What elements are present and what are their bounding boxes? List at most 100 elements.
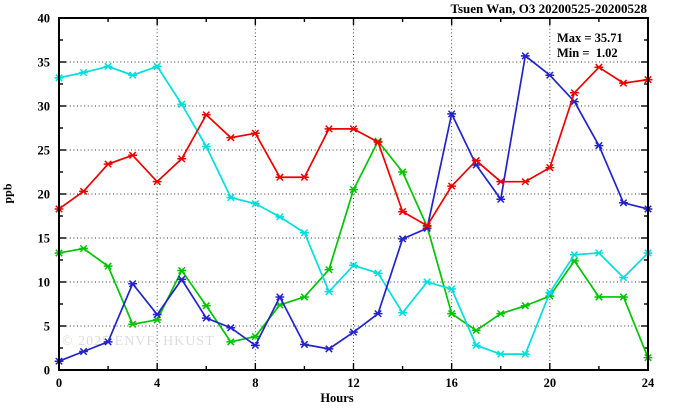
- data-point-marker: [496, 177, 506, 186]
- x-tick-label: 0: [56, 376, 62, 390]
- x-tick-label: 24: [642, 376, 655, 390]
- data-point-marker: [520, 302, 530, 310]
- data-point-marker: [250, 199, 260, 208]
- data-point-marker: [349, 328, 358, 336]
- data-point-marker: [594, 293, 604, 301]
- data-point-marker: [103, 62, 113, 71]
- data-point-marker: [545, 71, 555, 79]
- data-point-marker: [398, 207, 407, 216]
- data-point-marker: [79, 347, 88, 356]
- data-point-marker: [79, 68, 88, 77]
- data-point-marker: [520, 52, 530, 60]
- data-point-marker: [152, 62, 162, 71]
- data-point-marker: [79, 187, 88, 196]
- data-point-marker: [373, 138, 383, 146]
- data-point-marker: [250, 332, 260, 341]
- data-point-marker: [349, 261, 358, 270]
- data-point-marker: [447, 182, 457, 190]
- series-green: [54, 137, 653, 362]
- y-tick-label: 30: [38, 100, 51, 114]
- data-point-marker: [300, 228, 309, 237]
- max-value-label: Max = 35.71: [557, 31, 623, 45]
- data-point-marker: [201, 142, 211, 151]
- y-tick-label: 0: [44, 364, 50, 378]
- stats-box: Max = 35.71 Min = 1.02: [557, 31, 623, 61]
- series-blue: [54, 52, 653, 365]
- data-point-marker: [250, 129, 260, 138]
- x-tick-label: 8: [252, 376, 258, 390]
- x-tick-label: 4: [154, 376, 161, 390]
- data-point-marker: [152, 310, 162, 319]
- x-tick-label: 12: [347, 376, 360, 390]
- data-point-marker: [569, 89, 579, 97]
- y-tick-label: 20: [38, 188, 51, 202]
- data-point-marker: [398, 168, 407, 176]
- data-point-marker: [373, 269, 383, 277]
- data-point-marker: [324, 345, 334, 353]
- data-point-marker: [201, 302, 211, 310]
- data-point-marker: [177, 275, 187, 284]
- y-tick-label: 5: [44, 320, 50, 334]
- data-point-marker: [275, 213, 285, 221]
- x-tick-label: 20: [544, 376, 557, 390]
- data-point-marker: [496, 195, 506, 204]
- data-point-marker: [103, 160, 113, 168]
- data-point-marker: [569, 250, 579, 259]
- data-point-marker: [201, 111, 211, 119]
- data-point-marker: [275, 293, 285, 301]
- data-point-marker: [300, 173, 309, 182]
- y-tick-label: 15: [38, 232, 51, 246]
- y-tick-label: 25: [38, 144, 51, 158]
- data-point-marker: [300, 293, 309, 301]
- data-point-marker: [226, 324, 236, 332]
- data-point-marker: [496, 309, 506, 318]
- data-point-marker: [373, 309, 383, 318]
- x-axis-label: Hours: [320, 391, 354, 405]
- data-point-marker: [226, 193, 236, 202]
- data-point-marker: [398, 309, 407, 317]
- data-point-marker: [471, 341, 481, 350]
- data-point-marker: [447, 285, 457, 293]
- data-point-marker: [275, 173, 285, 182]
- data-point-marker: [594, 249, 604, 257]
- data-point-marker: [324, 265, 334, 274]
- data-point-marker: [103, 262, 113, 270]
- data-point-marker: [177, 100, 187, 108]
- data-point-marker: [300, 340, 309, 349]
- y-axis-label: ppb: [0, 183, 15, 204]
- data-point-marker: [226, 338, 236, 346]
- data-point-marker: [471, 326, 481, 335]
- data-point-marker: [79, 244, 88, 253]
- data-point-marker: [324, 287, 334, 296]
- data-point-marker: [619, 79, 628, 87]
- x-tick-label: 16: [445, 376, 458, 390]
- data-point-marker: [398, 235, 407, 243]
- series-red: [54, 63, 653, 230]
- y-tick-label: 10: [38, 276, 51, 290]
- data-point-marker: [128, 71, 138, 79]
- data-point-marker: [152, 177, 162, 186]
- data-point-marker: [103, 338, 113, 346]
- data-point-marker: [545, 288, 555, 297]
- data-point-marker: [250, 341, 260, 350]
- data-point-marker: [422, 278, 432, 286]
- data-point-marker: [545, 163, 555, 172]
- grid-lines: [59, 18, 648, 370]
- data-point-marker: [471, 156, 481, 165]
- data-point-marker: [619, 199, 628, 207]
- data-point-marker: [128, 280, 138, 288]
- data-point-marker: [349, 185, 358, 194]
- data-point-marker: [349, 125, 358, 133]
- data-point-marker: [520, 177, 530, 186]
- data-point-marker: [447, 110, 457, 118]
- data-point-marker: [594, 63, 604, 72]
- data-point-marker: [226, 133, 236, 142]
- data-point-marker: [594, 141, 604, 150]
- data-point-marker: [177, 266, 187, 275]
- data-point-marker: [619, 293, 628, 301]
- chart-title: Tsuen Wan, O3 20200525-20200528: [450, 1, 648, 16]
- data-point-marker: [447, 309, 457, 318]
- data-point-marker: [324, 125, 334, 133]
